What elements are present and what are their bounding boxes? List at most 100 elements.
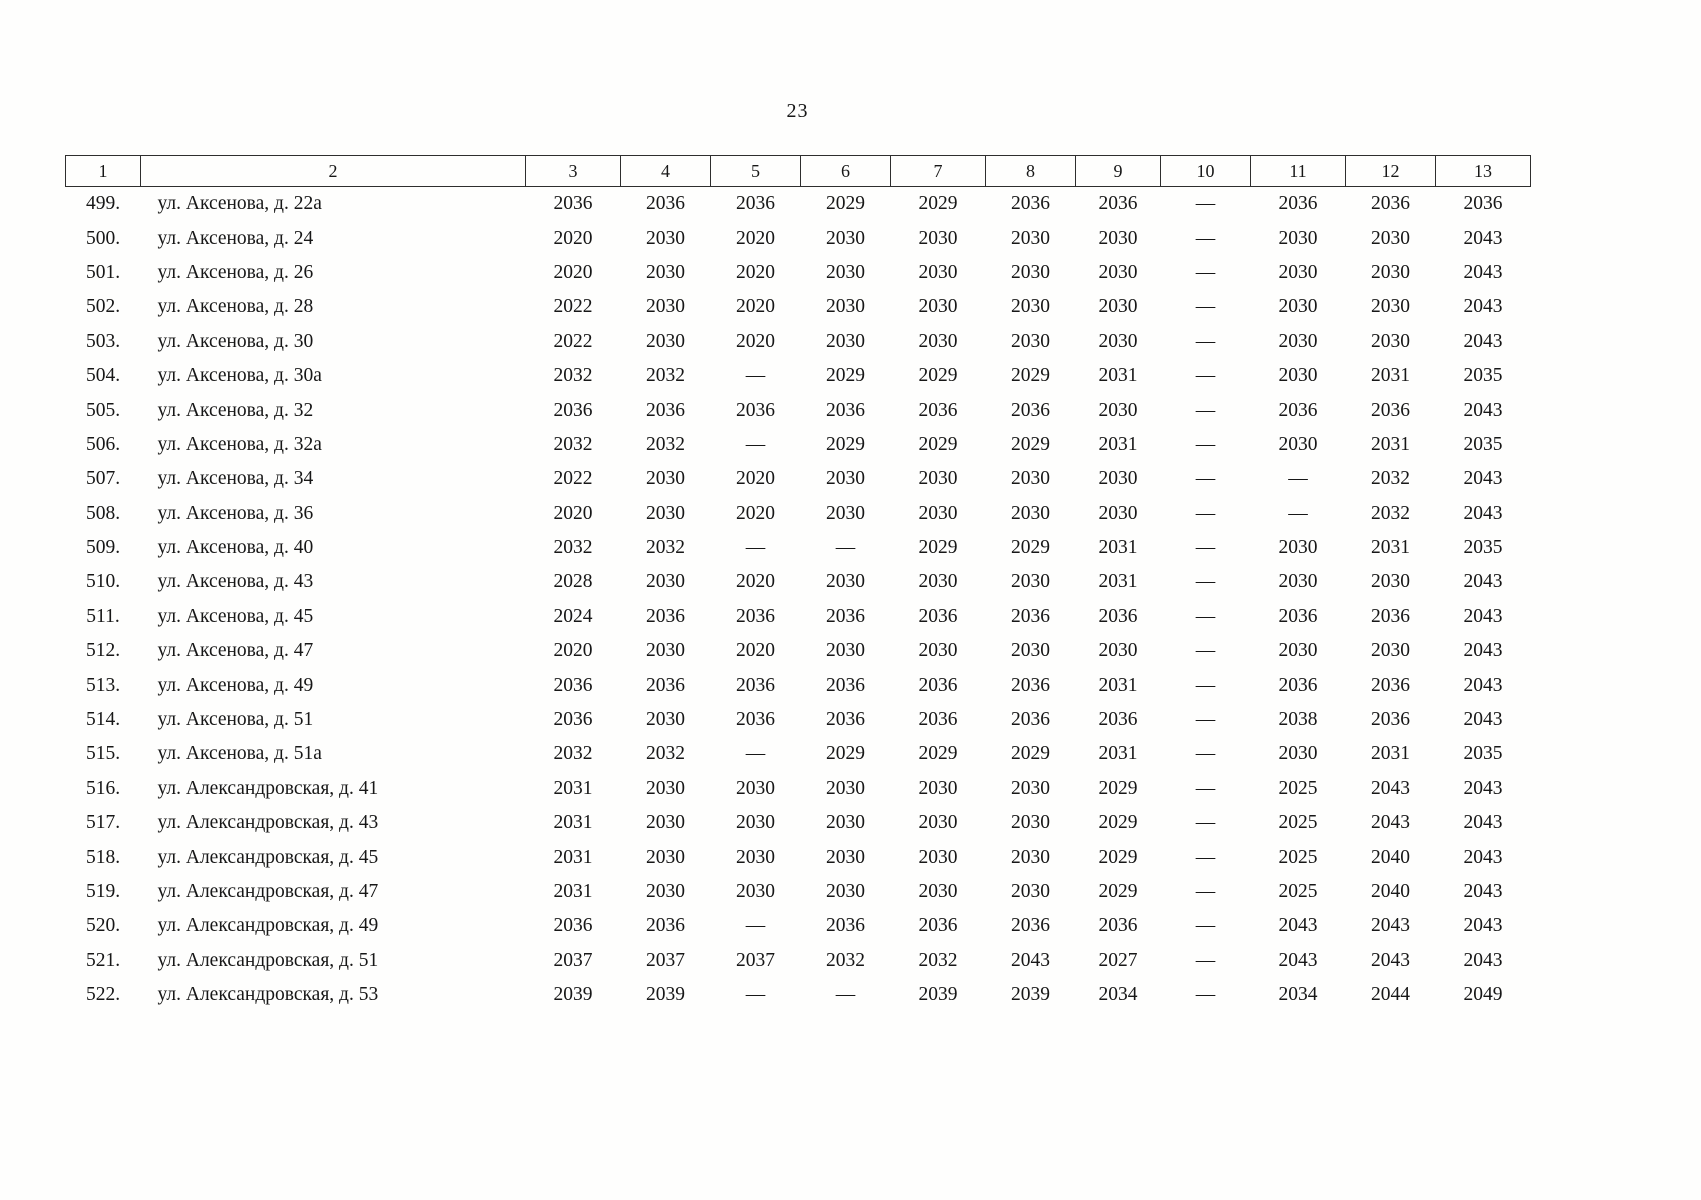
year-cell: 2030 — [1371, 261, 1410, 283]
year-cell: 2030 — [1011, 261, 1050, 283]
table-row: 515. ул. Аксенова, д. 51а 2032 2032 — 2029 202… — [66, 737, 1531, 771]
year-cell: 2037 — [736, 949, 775, 971]
year-cell: — — [1195, 640, 1216, 662]
year-cell: 2036 — [553, 915, 593, 937]
year-cell: — — [1195, 812, 1216, 834]
table-row: 522. ул. Александровская, д. 53 2039 2039 — —… — [66, 978, 1531, 1012]
year-cell: 2030 — [646, 502, 685, 524]
year-cell: 2036 — [1278, 674, 1318, 696]
table-row: 503. ул. Аксенова, д. 30 2022 2030 2020 2030 2… — [66, 325, 1531, 359]
year-cell: 2030 — [736, 777, 775, 799]
year-cell: 2030 — [736, 812, 775, 834]
year-cell: 2030 — [826, 330, 865, 352]
year-cell: 2030 — [826, 881, 865, 902]
year-cell: 2039 — [553, 984, 593, 1006]
year-cell: 2031 — [1371, 743, 1410, 765]
year-cell: 2036 — [1098, 193, 1138, 215]
table-row: 506. ул. Аксенова, д. 32а 2032 2032 — 2029 202… — [66, 428, 1531, 462]
year-cell: 2030 — [1098, 227, 1138, 249]
year-cell: 2031 — [1371, 537, 1410, 559]
year-cell: 2036 — [1011, 915, 1050, 937]
year-cell: 2030 — [1011, 227, 1050, 249]
year-cell: 2029 — [918, 433, 958, 455]
year-cell: 2029 — [826, 433, 865, 455]
year-cell: 2030 — [918, 812, 958, 834]
year-cell: 2020 — [736, 468, 775, 490]
year-cell: 2030 — [826, 296, 865, 318]
year-cell: 2029 — [826, 743, 865, 765]
year-cell: 2030 — [1011, 502, 1050, 524]
year-cell: 2036 — [1011, 193, 1050, 215]
year-cell: — — [1195, 949, 1216, 971]
year-cell: 2043 — [1463, 296, 1503, 318]
year-cell: 2020 — [736, 640, 775, 662]
year-cell: 2030 — [646, 571, 685, 593]
table-row: 518. ул. Александровская, д. 45 2031 2030 20… — [66, 840, 1531, 874]
year-cell: 2036 — [1371, 674, 1410, 696]
column-header: 10 — [1160, 155, 1251, 187]
year-cell: 2032 — [646, 365, 685, 387]
row-number-cell: 510. — [85, 571, 121, 593]
year-cell: 2036 — [1098, 605, 1138, 627]
table-row: 514. ул. Аксенова, д. 51 2036 2030 2036 2036 2… — [66, 703, 1531, 737]
year-cell: 2030 — [826, 640, 865, 662]
year-cell: 2030 — [1011, 881, 1050, 902]
year-cell: 2030 — [1278, 296, 1318, 318]
address-cell: ул. Аксенова, д. 36 — [157, 502, 314, 524]
year-cell: 2031 — [1098, 571, 1138, 593]
year-cell: 2032 — [1371, 502, 1410, 524]
column-header: 5 — [710, 155, 801, 187]
year-cell: 2030 — [646, 261, 685, 283]
table-row: 509. ул. Аксенова, д. 40 2032 2032 — — 2029 202… — [66, 531, 1531, 565]
year-cell: 2029 — [1011, 433, 1050, 455]
year-cell: 2030 — [918, 330, 958, 352]
year-cell: 2036 — [736, 399, 775, 421]
year-cell: 2030 — [646, 846, 685, 868]
year-cell: 2030 — [826, 468, 865, 490]
year-cell: 2036 — [736, 709, 775, 731]
year-cell: 2036 — [826, 915, 865, 937]
row-number-cell: 512. — [85, 640, 121, 662]
year-cell: 2030 — [646, 296, 685, 318]
year-cell: 2035 — [1463, 743, 1503, 765]
year-cell: 2030 — [1371, 640, 1410, 662]
address-cell: ул. Александровская, д. 53 — [157, 984, 379, 1006]
year-cell: 2036 — [1371, 193, 1410, 215]
year-cell: 2030 — [918, 881, 958, 902]
column-header: 12 — [1345, 155, 1436, 187]
address-cell: ул. Аксенова, д. 30 — [157, 330, 314, 352]
year-cell: — — [1195, 743, 1216, 765]
row-number-cell: 519. — [85, 881, 121, 902]
year-cell: 2036 — [1098, 709, 1138, 731]
year-cell: 2036 — [646, 193, 685, 215]
year-cell: — — [1288, 468, 1308, 490]
address-cell: ул. Аксенова, д. 32 — [157, 399, 314, 421]
year-cell: 2020 — [553, 227, 593, 249]
year-cell: 2036 — [1011, 399, 1050, 421]
year-cell: 2031 — [553, 777, 593, 799]
year-cell: 2032 — [1371, 468, 1410, 490]
year-cell: 2031 — [1098, 537, 1138, 559]
year-cell: 2043 — [1463, 881, 1503, 902]
year-cell: 2043 — [1463, 846, 1503, 868]
year-cell: 2030 — [1011, 640, 1050, 662]
row-number-cell: 500. — [85, 227, 121, 249]
year-cell: — — [1195, 881, 1216, 902]
year-cell: 2030 — [1011, 330, 1050, 352]
row-number-cell: 501. — [85, 261, 121, 283]
year-cell: 2043 — [1463, 502, 1503, 524]
year-cell: 2036 — [826, 709, 865, 731]
column-header: 8 — [985, 155, 1076, 187]
year-cell: 2036 — [736, 674, 775, 696]
year-cell: 2036 — [553, 399, 593, 421]
year-cell: 2036 — [918, 709, 958, 731]
address-cell: ул. Аксенова, д. 51а — [157, 743, 322, 765]
column-header: 9 — [1075, 155, 1161, 187]
year-cell: 2029 — [1011, 365, 1050, 387]
address-cell: ул. Александровская, д. 45 — [157, 846, 379, 868]
year-cell: 2030 — [1371, 330, 1410, 352]
year-cell: 2036 — [736, 193, 775, 215]
year-cell: 2029 — [918, 743, 958, 765]
year-cell: 2037 — [646, 949, 685, 971]
